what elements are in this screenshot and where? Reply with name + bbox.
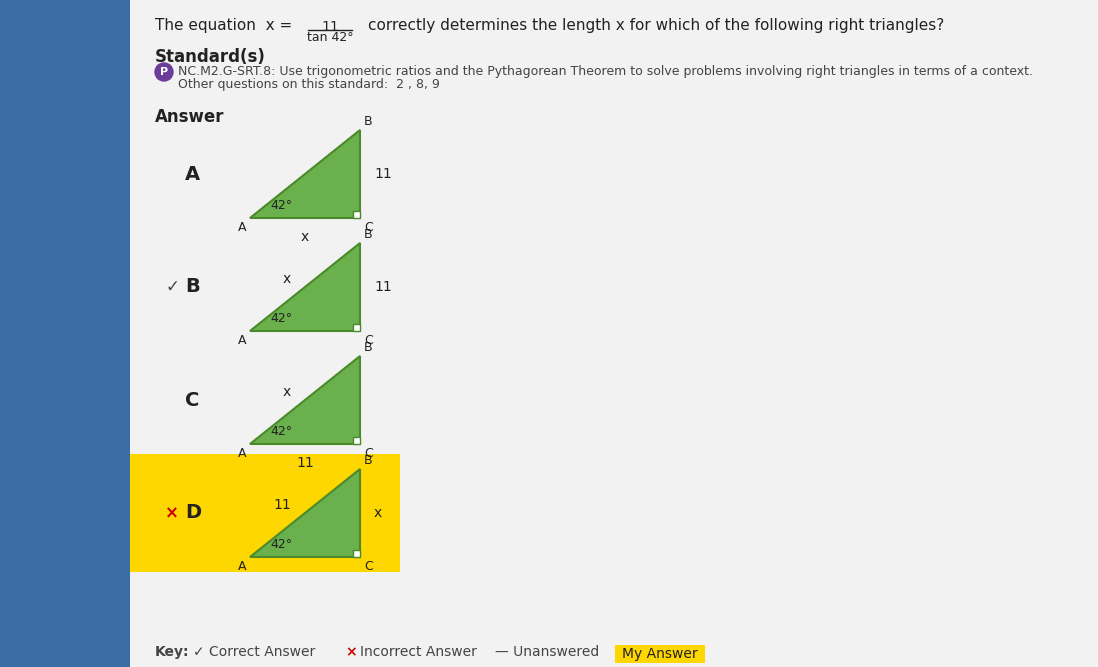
Text: P: P bbox=[160, 67, 168, 77]
Bar bbox=[352, 324, 360, 331]
Text: correctly determines the length x for which of the following right triangles?: correctly determines the length x for wh… bbox=[368, 18, 944, 33]
Bar bbox=[352, 437, 360, 444]
Text: NC.M2.G-SRT.8: Use trigonometric ratios and the Pythagorean Theorem to solve pro: NC.M2.G-SRT.8: Use trigonometric ratios … bbox=[178, 65, 1033, 78]
Bar bbox=[352, 211, 360, 218]
Text: 42°: 42° bbox=[270, 312, 292, 325]
Text: B: B bbox=[365, 454, 372, 467]
Text: x: x bbox=[374, 506, 382, 520]
Polygon shape bbox=[250, 243, 360, 331]
Text: My Answer: My Answer bbox=[623, 647, 698, 661]
Text: 11: 11 bbox=[296, 456, 314, 470]
Text: A: A bbox=[237, 221, 246, 234]
Text: 11: 11 bbox=[374, 167, 392, 181]
Bar bbox=[615, 645, 705, 663]
Text: 11: 11 bbox=[321, 20, 339, 34]
Text: A: A bbox=[184, 165, 200, 183]
Text: C: C bbox=[365, 447, 372, 460]
Text: C: C bbox=[365, 560, 372, 573]
Polygon shape bbox=[250, 469, 360, 557]
Text: D: D bbox=[184, 504, 201, 522]
Text: 42°: 42° bbox=[270, 425, 292, 438]
Text: ×: × bbox=[165, 504, 179, 522]
Text: — Unanswered: — Unanswered bbox=[495, 645, 600, 659]
Text: tan 42°: tan 42° bbox=[306, 31, 354, 44]
Bar bbox=[0, 0, 130, 667]
Text: x: x bbox=[283, 385, 291, 399]
Text: x: x bbox=[283, 272, 291, 286]
Text: Answer: Answer bbox=[155, 108, 224, 126]
Text: C: C bbox=[184, 390, 200, 410]
Text: B: B bbox=[184, 277, 200, 297]
Text: x: x bbox=[301, 230, 310, 244]
Circle shape bbox=[155, 63, 173, 81]
Text: 42°: 42° bbox=[270, 199, 292, 212]
Polygon shape bbox=[250, 130, 360, 218]
Bar bbox=[352, 550, 360, 557]
Text: Standard(s): Standard(s) bbox=[155, 48, 266, 66]
Text: 11: 11 bbox=[273, 498, 291, 512]
Text: B: B bbox=[365, 115, 372, 128]
Text: A: A bbox=[237, 334, 246, 347]
Text: A: A bbox=[237, 560, 246, 573]
Text: Key:: Key: bbox=[155, 645, 190, 659]
Bar bbox=[130, 0, 1098, 667]
Text: ✓: ✓ bbox=[165, 278, 179, 296]
Text: B: B bbox=[365, 341, 372, 354]
Text: The equation  x =: The equation x = bbox=[155, 18, 292, 33]
Text: C: C bbox=[365, 221, 372, 234]
Text: 11: 11 bbox=[374, 280, 392, 294]
Text: B: B bbox=[365, 228, 372, 241]
Text: C: C bbox=[365, 334, 372, 347]
Text: 42°: 42° bbox=[270, 538, 292, 551]
Bar bbox=[130, 454, 400, 572]
Text: A: A bbox=[237, 447, 246, 460]
Polygon shape bbox=[250, 356, 360, 444]
Text: ✓ Correct Answer: ✓ Correct Answer bbox=[193, 645, 315, 659]
Text: Other questions on this standard:  2 , 8, 9: Other questions on this standard: 2 , 8,… bbox=[178, 78, 440, 91]
Text: ×: × bbox=[345, 645, 357, 659]
Text: Incorrect Answer: Incorrect Answer bbox=[360, 645, 477, 659]
